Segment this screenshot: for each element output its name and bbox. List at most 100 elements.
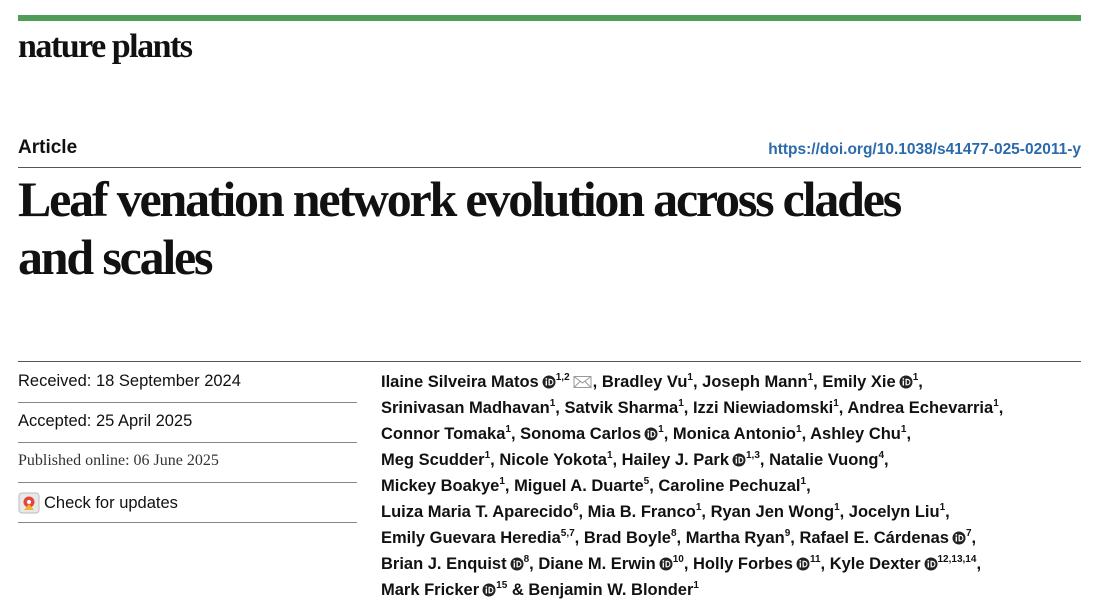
author-name: Ashley Chu <box>810 425 901 443</box>
separator: , <box>998 399 1004 417</box>
separator: , <box>612 451 622 469</box>
separator: , <box>649 477 659 495</box>
orcid-d <box>738 456 744 464</box>
separator: , <box>945 503 950 521</box>
orcid-dot <box>647 430 650 432</box>
author-line: Meg Scudder1, Nicole Yokota1, Hailey J. … <box>381 447 1003 473</box>
separator: & <box>507 581 529 599</box>
orcid-d <box>905 378 911 386</box>
author-line: Connor Tomaka1, Sonoma Carlos 1, Monica A… <box>381 421 1003 447</box>
separator: , <box>839 503 849 521</box>
orcid-i <box>955 536 957 542</box>
orcid-i <box>513 562 515 568</box>
orcid-icon[interactable] <box>659 557 673 571</box>
separator: , <box>759 451 770 469</box>
affiliation: 1,2 <box>555 372 570 383</box>
separator: , <box>813 373 823 391</box>
orcid-icon[interactable] <box>644 427 658 441</box>
affiliation: 12,13,14 <box>937 554 977 565</box>
author-name: Srinivasan Madhavan <box>381 399 550 417</box>
orcid-icon[interactable] <box>796 557 810 571</box>
orcid-icon[interactable] <box>510 557 524 571</box>
author-name: Joseph Mann <box>702 373 808 391</box>
orcid-icon[interactable] <box>899 375 913 389</box>
separator: , <box>838 399 848 417</box>
affiliation: 6 <box>572 502 579 513</box>
affiliation: 1 <box>834 502 840 513</box>
affiliation: 1 <box>796 424 802 435</box>
journal-name[interactable]: nature plants <box>18 28 193 65</box>
affiliation: 4 <box>878 450 885 461</box>
orcid-dot <box>485 586 488 588</box>
author-name: Kyle Dexter <box>829 555 921 573</box>
article-type: Article <box>18 137 78 158</box>
separator: , <box>806 477 811 495</box>
check-updates-icon <box>18 492 40 514</box>
published-date: Published online: 06 June 2025 <box>18 452 219 469</box>
author-name: Ilaine Silveira Matos <box>381 373 539 391</box>
accepted-date: Accepted: 25 April 2025 <box>18 412 193 430</box>
orcid-dot <box>799 560 802 562</box>
orcid-icon[interactable] <box>952 531 966 545</box>
separator: , <box>790 529 800 547</box>
affiliation: 5,7 <box>560 528 575 539</box>
separator: , <box>692 373 703 391</box>
orcid-icon[interactable] <box>732 453 746 467</box>
author-line: Ilaine Silveira Matos 1,2, Bradley Vu 1, J… <box>381 369 1003 395</box>
orcid-d <box>650 430 656 438</box>
affiliation: 11 <box>809 554 821 565</box>
orcid-dot <box>513 560 515 562</box>
author-name: Emily Xie <box>822 373 896 391</box>
author-name: Mark Fricker <box>381 581 480 599</box>
rule <box>18 442 357 443</box>
affiliation: 1 <box>695 502 702 513</box>
affiliation: 1 <box>693 580 699 591</box>
orcid-icon[interactable] <box>542 375 556 389</box>
affiliation: 8 <box>670 528 677 539</box>
affiliation: 1 <box>505 424 511 435</box>
check-updates-text: Check for updates <box>44 493 178 512</box>
orcid-d <box>516 560 522 568</box>
affiliation: 1 <box>800 476 807 487</box>
top-bar <box>18 15 1081 21</box>
email-icon[interactable] <box>573 375 593 389</box>
check-updates[interactable]: Check for updates <box>18 492 178 514</box>
orcid-dot <box>545 378 547 380</box>
author-name: Diane M. Erwin <box>538 555 656 573</box>
author-name: Caroline Pechuzal <box>658 477 801 495</box>
orcid-d <box>548 378 554 386</box>
affiliation: 1 <box>993 398 999 409</box>
author-name: Holly Forbes <box>693 555 793 573</box>
affiliation: 10 <box>672 554 684 565</box>
affiliation: 1,3 <box>746 450 760 461</box>
author-name: Bradley Vu <box>601 373 688 391</box>
author-name: Meg Scudder <box>381 451 485 469</box>
affiliation: 1 <box>807 372 814 383</box>
orcid-d <box>958 534 964 542</box>
separator: , <box>504 477 515 495</box>
orcid-i <box>735 458 737 464</box>
affiliation: 8 <box>523 554 530 565</box>
received-date: Received: 18 September 2024 <box>18 372 241 390</box>
orcid-d <box>488 586 494 594</box>
orcid-i <box>902 380 904 386</box>
orcid-icon[interactable] <box>482 583 496 597</box>
separator: , <box>801 425 811 443</box>
affiliation: 1 <box>912 372 919 383</box>
doi-link[interactable]: https://doi.org/10.1038/s41477-025-02011… <box>768 141 1081 158</box>
author-name: Andrea Echevarria <box>847 399 994 417</box>
separator: , <box>578 503 588 521</box>
separator: , <box>683 399 693 417</box>
author-name: Brian J. Enquist <box>381 555 507 573</box>
orcid-icon[interactable] <box>924 557 938 571</box>
affiliation: 1 <box>499 476 505 487</box>
separator: , <box>906 425 912 443</box>
author-name: Natalie Vuong <box>769 451 879 469</box>
rule <box>18 402 357 403</box>
affiliation: 1 <box>833 398 839 409</box>
separator: , <box>918 373 923 391</box>
separator: , <box>820 555 830 573</box>
author-name: Jocelyn Liu <box>848 503 940 521</box>
affiliation: 5 <box>643 476 650 487</box>
